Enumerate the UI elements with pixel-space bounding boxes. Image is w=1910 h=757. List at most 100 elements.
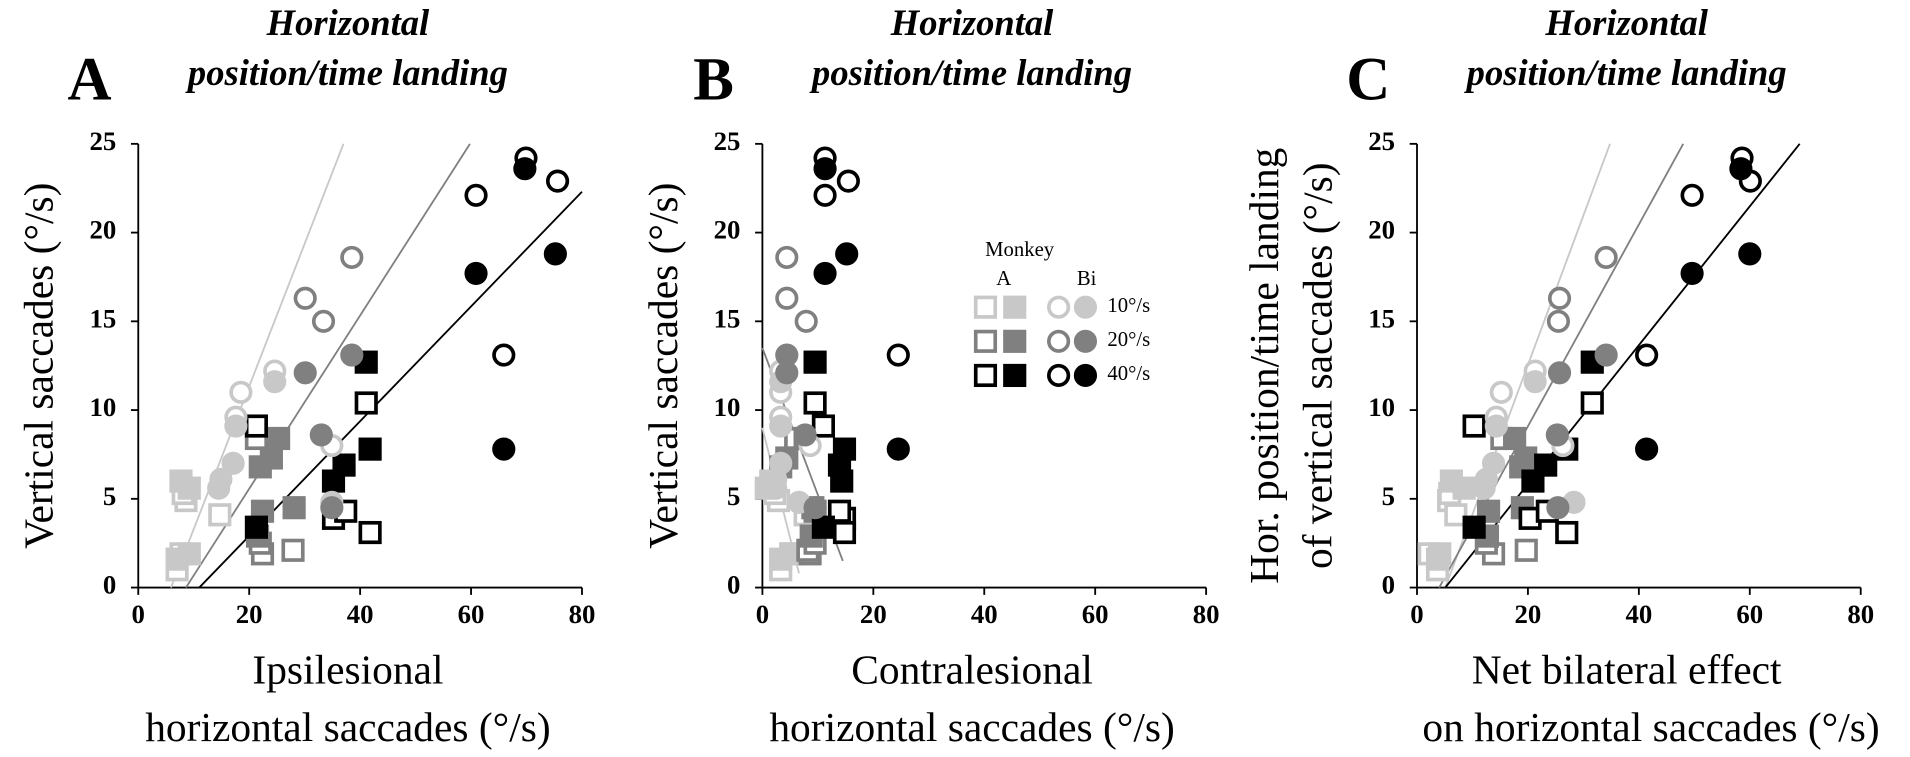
- data-point: [769, 414, 793, 438]
- data-point: [244, 515, 268, 539]
- data-point: [229, 380, 253, 404]
- y-tick-label: 20: [714, 215, 741, 245]
- data-point: [1546, 496, 1570, 520]
- data-point: [546, 169, 570, 193]
- x-tick-label: 80: [1847, 599, 1874, 629]
- data-point: [1452, 476, 1476, 500]
- y-tick-label: 15: [714, 303, 741, 333]
- data-point: [224, 414, 248, 438]
- panel-letter: C: [1346, 46, 1390, 113]
- y-tick-label: 25: [714, 126, 741, 156]
- x-axis-label: Net bilateral effect: [1472, 647, 1782, 693]
- y-tick-label: 0: [727, 570, 740, 600]
- x-tick-label: 20: [860, 599, 887, 629]
- data-point: [813, 183, 837, 207]
- data-point: [1580, 391, 1604, 415]
- legend-symbol: [1073, 329, 1098, 353]
- data-point: [803, 391, 827, 415]
- data-point: [794, 309, 818, 333]
- x-tick-label: 60: [458, 599, 485, 629]
- data-point: [332, 453, 356, 477]
- data-point: [354, 391, 378, 415]
- y-axis-label: Vertical saccades (°/s): [640, 183, 687, 549]
- fit-line: [1444, 143, 1801, 589]
- data-point: [267, 426, 291, 451]
- data-point: [1484, 414, 1508, 438]
- data-point: [358, 520, 382, 545]
- x-tick-label: 80: [1193, 599, 1220, 629]
- legend-label: 10°/s: [1107, 295, 1150, 317]
- legend-symbol: [1047, 363, 1071, 388]
- x-tick-label: 60: [1082, 599, 1109, 629]
- legend-symbol: [1047, 295, 1071, 319]
- data-point: [1594, 245, 1618, 270]
- y-tick-label: 10: [714, 392, 741, 422]
- y-tick-label: 10: [1368, 392, 1395, 422]
- panel-letter: B: [693, 46, 734, 113]
- data-point: [1489, 380, 1513, 404]
- legend-symbol: [1047, 329, 1071, 353]
- legend-column: A: [996, 268, 1011, 290]
- data-point: [764, 476, 788, 500]
- legend-label: 40°/s: [1107, 363, 1150, 385]
- data-point: [281, 538, 305, 562]
- data-point: [1514, 446, 1538, 470]
- data-point: [464, 183, 488, 207]
- y-tick-label: 25: [1368, 126, 1395, 156]
- x-axis-label: horizontal saccades (°/s): [769, 704, 1174, 751]
- data-point: [320, 496, 344, 520]
- data-point: [340, 245, 364, 270]
- data-point: [543, 242, 567, 266]
- data-point: [1594, 343, 1618, 367]
- data-point: [244, 414, 268, 438]
- data-point: [177, 476, 201, 500]
- x-tick-label: 0: [1410, 599, 1423, 629]
- data-point: [282, 496, 306, 520]
- data-point: [1462, 414, 1486, 438]
- data-point: [293, 286, 317, 310]
- data-point: [775, 343, 799, 367]
- y-axis-label: Hor. position/time landing: [1241, 148, 1287, 584]
- data-point: [311, 309, 336, 333]
- x-axis-label: on horizontal saccades (°/s): [1422, 704, 1879, 751]
- y-tick-label: 5: [103, 481, 116, 511]
- legend-symbol: [1073, 363, 1098, 388]
- panel-title: position/time landing: [185, 52, 508, 93]
- data-point: [221, 451, 245, 475]
- x-axis-label: horizontal saccades (°/s): [145, 704, 550, 751]
- data-point: [309, 423, 333, 447]
- legend-label: 20°/s: [1107, 329, 1150, 351]
- data-point: [340, 343, 364, 367]
- data-point: [1534, 453, 1558, 477]
- panel-title: position/time landing: [809, 52, 1132, 93]
- x-axis-label: Contralesional: [851, 647, 1093, 693]
- data-point: [492, 343, 516, 367]
- data-point: [775, 245, 799, 270]
- fit-line: [170, 143, 345, 588]
- y-tick-label: 20: [1368, 215, 1395, 245]
- legend-symbol: [973, 329, 998, 353]
- data-point: [1680, 183, 1704, 207]
- data-point: [1635, 437, 1659, 461]
- y-tick-label: 25: [90, 126, 117, 156]
- data-point: [1428, 542, 1452, 566]
- data-point: [1545, 423, 1569, 447]
- data-point: [1546, 309, 1571, 333]
- legend-symbol: [1003, 295, 1027, 319]
- data-point: [1555, 520, 1579, 545]
- x-tick-label: 40: [1625, 599, 1652, 629]
- data-point: [1472, 476, 1496, 500]
- data-point: [1547, 286, 1572, 310]
- panel-letter: A: [68, 46, 112, 113]
- data-point: [886, 343, 910, 367]
- data-point: [886, 437, 910, 461]
- data-point: [1462, 515, 1486, 539]
- y-tick-label: 15: [1368, 303, 1395, 333]
- x-tick-label: 40: [971, 599, 998, 629]
- data-point: [177, 542, 201, 566]
- legend-title: Monkey: [985, 239, 1055, 261]
- y-tick-label: 5: [1382, 481, 1395, 511]
- x-tick-label: 40: [347, 599, 374, 629]
- panel-title: Horizontal: [890, 2, 1054, 43]
